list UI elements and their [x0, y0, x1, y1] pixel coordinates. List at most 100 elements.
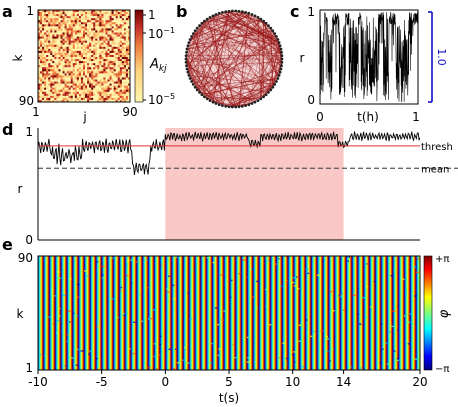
heatmap-a-cell — [56, 30, 59, 33]
heatmap-a-cell — [42, 50, 45, 54]
panel-e-speckle — [246, 336, 249, 339]
heatmap-a-cell — [82, 18, 86, 21]
heatmap-a-cell — [93, 20, 96, 23]
heatmap-a-cell — [80, 18, 84, 21]
network-edge — [272, 45, 281, 88]
heatmap-a-cell — [58, 52, 61, 56]
heatmap-a-cell — [117, 59, 120, 62]
heatmap-a-cell — [125, 99, 129, 103]
heatmap-a-cell — [87, 67, 90, 70]
heatmap-a-cell — [117, 83, 120, 86]
heatmap-a-cell — [105, 28, 108, 31]
heatmap-a-cell — [123, 83, 127, 86]
heatmap-a-cell — [119, 54, 123, 58]
network-edge — [196, 27, 280, 76]
heatmap-a-cell — [52, 77, 55, 80]
heatmap-a-cell — [66, 40, 69, 43]
heatmap-a-cell — [99, 48, 102, 52]
heatmap-a-cell — [52, 83, 55, 86]
heatmap-a-cell — [50, 77, 53, 80]
heatmap-a-cell — [113, 57, 116, 60]
heatmap-a-cell — [93, 32, 96, 35]
heatmap-a-cell — [68, 34, 71, 37]
heatmap-a-cell — [101, 28, 104, 31]
heatmap-a-cell — [82, 91, 86, 95]
heatmap-a-cell — [62, 87, 65, 90]
heatmap-a-cell — [123, 99, 127, 103]
heatmap-a-cell — [74, 14, 78, 17]
panel-e-speckle — [238, 273, 241, 275]
heatmap-a-cell — [38, 18, 41, 21]
heatmap-a-cell — [60, 65, 63, 68]
heatmap-a-cell — [121, 16, 125, 19]
heatmap-a-cell — [109, 69, 112, 72]
heatmap-a-cell — [93, 65, 96, 68]
network-node — [193, 85, 197, 89]
heatmap-a-cell — [91, 26, 94, 29]
heatmap-a-cell — [52, 14, 55, 17]
panel-e-speckle — [59, 315, 61, 317]
heatmap-a-cell — [107, 91, 110, 95]
heatmap-a-cell — [72, 95, 75, 99]
heatmap-a-cell — [99, 75, 102, 78]
heatmap-a-cell — [56, 75, 59, 78]
heatmap-a-cell — [123, 59, 127, 62]
heatmap-a-cell — [89, 93, 92, 97]
heatmap-a-cell — [52, 93, 55, 97]
heatmap-a-cell — [85, 65, 88, 68]
heatmap-a-cell — [68, 65, 71, 68]
panel-e-speckle — [161, 264, 163, 267]
heatmap-a-cell — [78, 65, 82, 68]
heatmap-a-cell — [38, 77, 41, 80]
heatmap-a-cell — [72, 73, 75, 76]
heatmap-a-cell — [76, 32, 80, 35]
heatmap-a-cell — [117, 77, 120, 80]
heatmap-a-cell — [82, 85, 86, 88]
heatmap-a-cell — [44, 59, 47, 62]
heatmap-a-cell — [103, 28, 106, 31]
heatmap-a-cell — [58, 89, 61, 92]
heatmap-a-cell — [99, 44, 102, 47]
heatmap-a-cell — [70, 28, 73, 31]
heatmap-a-cell — [95, 16, 98, 19]
heatmap-a-cell — [40, 30, 43, 33]
heatmap-a-cell — [60, 77, 63, 80]
panel-e-speckle — [141, 320, 143, 322]
heatmap-a-cell — [76, 89, 80, 92]
network-edge — [222, 14, 253, 106]
heatmap-a-cell — [76, 75, 80, 78]
heatmap-a-cell — [91, 93, 94, 97]
heatmap-a-cell — [76, 97, 80, 101]
heatmap-a-cell — [80, 14, 84, 17]
heatmap-a-cell — [95, 34, 98, 37]
heatmap-a-cell — [46, 95, 49, 99]
heatmap-a-cell — [125, 46, 129, 50]
heatmap-a-cell — [119, 34, 123, 37]
heatmap-a-cell — [42, 42, 45, 45]
heatmap-a-cell — [74, 61, 78, 64]
heatmap-a-cell — [74, 40, 78, 43]
heatmap-a-cell — [56, 44, 59, 47]
heatmap-a-cell — [87, 52, 90, 56]
heatmap-a-cell — [60, 48, 63, 52]
heatmap-a-cell — [103, 85, 106, 88]
network-edge — [260, 19, 283, 56]
heatmap-a-cell — [64, 40, 67, 43]
heatmap-a-cell — [44, 42, 47, 45]
heatmap-a-cell — [113, 12, 116, 15]
heatmap-a-cell — [44, 67, 47, 70]
heatmap-a-cell — [54, 77, 57, 80]
heatmap-a-cell — [97, 65, 100, 68]
heatmap-a-cell — [99, 57, 102, 60]
heatmap-a-cell — [50, 57, 53, 60]
heatmap-a-cell — [74, 63, 78, 66]
heatmap-a-cell — [93, 81, 96, 84]
heatmap-a-cell — [103, 18, 106, 21]
heatmap-a-cell — [56, 77, 59, 80]
panel-e-xtick-label: 20 — [412, 375, 427, 389]
heatmap-a-cell — [64, 57, 67, 60]
heatmap-a-cell — [93, 44, 96, 47]
heatmap-a-cell — [56, 61, 59, 64]
heatmap-a-cell — [48, 26, 51, 29]
heatmap-a-cell — [85, 18, 88, 21]
